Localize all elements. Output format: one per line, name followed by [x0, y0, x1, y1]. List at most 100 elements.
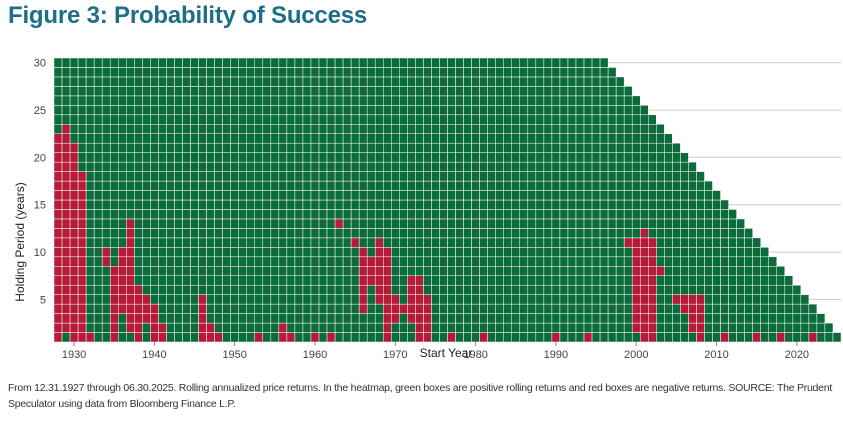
positive-return-cell — [366, 180, 376, 191]
positive-return-cell — [214, 86, 223, 97]
positive-return-cell — [230, 332, 239, 343]
positive-return-cell — [310, 199, 320, 210]
positive-return-cell — [158, 57, 167, 68]
positive-return-cell — [623, 266, 633, 276]
negative-return-cell — [117, 275, 127, 286]
negative-return-cell — [53, 303, 63, 314]
negative-return-cell — [648, 266, 657, 276]
negative-return-cell — [61, 294, 71, 305]
negative-return-cell — [648, 332, 657, 343]
positive-return-cell — [680, 209, 689, 220]
positive-return-cell — [150, 76, 159, 87]
positive-return-cell — [238, 76, 247, 87]
positive-return-cell — [270, 190, 280, 201]
positive-return-cell — [69, 67, 79, 78]
x-tick-label: 2000 — [624, 349, 648, 361]
positive-return-cell — [134, 247, 143, 258]
positive-return-cell — [222, 133, 231, 144]
positive-return-cell — [688, 275, 697, 286]
positive-return-cell — [182, 142, 191, 153]
positive-return-cell — [535, 209, 545, 220]
positive-return-cell — [543, 161, 553, 172]
positive-return-cell — [712, 332, 721, 343]
negative-return-cell — [61, 266, 71, 276]
positive-return-cell — [302, 142, 312, 153]
positive-return-cell — [166, 218, 175, 229]
positive-return-cell — [302, 67, 312, 78]
positive-return-cell — [415, 86, 424, 97]
positive-return-cell — [519, 209, 529, 220]
x-tick-label: 1970 — [383, 349, 407, 361]
positive-return-cell — [150, 247, 159, 258]
positive-return-cell — [575, 190, 585, 201]
positive-return-cell — [447, 247, 456, 258]
positive-return-cell — [270, 161, 280, 172]
positive-return-cell — [792, 322, 802, 333]
positive-return-cell — [294, 152, 304, 163]
positive-return-cell — [158, 124, 167, 134]
positive-return-cell — [551, 218, 561, 229]
positive-return-cell — [680, 171, 689, 182]
positive-return-cell — [206, 275, 215, 286]
positive-return-cell — [776, 284, 786, 295]
positive-return-cell — [206, 152, 215, 163]
positive-return-cell — [198, 284, 207, 295]
positive-return-cell — [591, 190, 601, 201]
positive-return-cell — [61, 105, 71, 116]
positive-return-cell — [527, 313, 537, 324]
positive-return-cell — [190, 256, 199, 267]
positive-return-cell — [431, 171, 440, 182]
positive-return-cell — [383, 86, 392, 97]
positive-return-cell — [142, 228, 151, 239]
positive-return-cell — [543, 313, 553, 324]
x-tick-label: 1950 — [222, 349, 246, 361]
positive-return-cell — [471, 95, 480, 106]
positive-return-cell — [222, 57, 231, 68]
positive-return-cell — [752, 313, 761, 324]
positive-return-cell — [455, 303, 464, 314]
positive-return-cell — [214, 313, 223, 324]
positive-return-cell — [174, 199, 183, 210]
positive-return-cell — [286, 161, 296, 172]
positive-return-cell — [246, 284, 256, 295]
positive-return-cell — [664, 161, 673, 172]
positive-return-cell — [519, 190, 529, 201]
positive-return-cell — [69, 105, 79, 116]
positive-return-cell — [760, 284, 769, 295]
positive-return-cell — [423, 152, 432, 163]
positive-return-cell — [166, 76, 175, 87]
positive-return-cell — [374, 313, 384, 324]
positive-return-cell — [174, 190, 183, 201]
positive-return-cell — [800, 332, 810, 343]
positive-return-cell — [358, 114, 368, 125]
positive-return-cell — [318, 209, 328, 220]
positive-return-cell — [222, 76, 231, 87]
positive-return-cell — [318, 133, 328, 144]
positive-return-cell — [174, 86, 183, 97]
positive-return-cell — [567, 76, 577, 87]
positive-return-cell — [599, 294, 609, 305]
positive-return-cell — [447, 67, 456, 78]
positive-return-cell — [447, 190, 456, 201]
positive-return-cell — [238, 275, 247, 286]
positive-return-cell — [117, 209, 127, 220]
positive-return-cell — [535, 284, 545, 295]
positive-return-cell — [399, 124, 408, 134]
positive-return-cell — [286, 237, 296, 248]
negative-return-cell — [53, 199, 63, 210]
positive-return-cell — [543, 152, 553, 163]
positive-return-cell — [551, 133, 561, 144]
positive-return-cell — [342, 124, 352, 134]
positive-return-cell — [439, 152, 448, 163]
positive-return-cell — [206, 161, 215, 172]
positive-return-cell — [431, 67, 440, 78]
positive-return-cell — [463, 124, 472, 134]
positive-return-cell — [736, 256, 745, 267]
positive-return-cell — [270, 332, 280, 343]
positive-return-cell — [768, 284, 778, 295]
positive-return-cell — [631, 152, 641, 163]
positive-return-cell — [334, 133, 344, 144]
positive-return-cell — [607, 313, 617, 324]
positive-return-cell — [527, 114, 537, 125]
positive-return-cell — [230, 161, 239, 172]
